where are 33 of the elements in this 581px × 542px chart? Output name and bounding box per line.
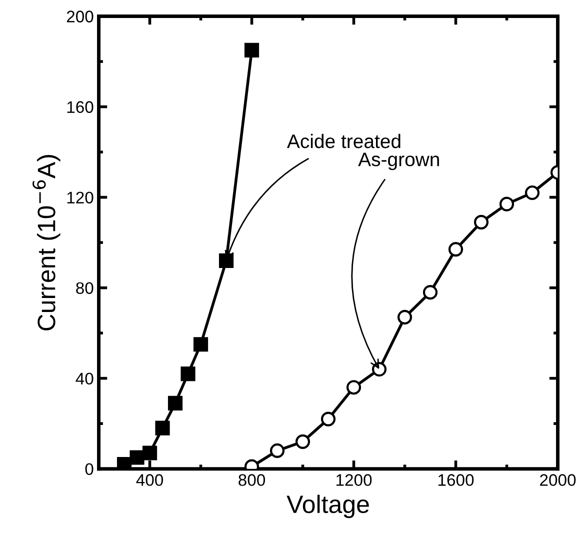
point (397, 310, 412, 325)
x-tick-label: 2000 (540, 474, 576, 486)
point (244, 42, 260, 58)
point (155, 420, 170, 436)
point (142, 446, 158, 460)
annotation: Acide treated (286, 134, 400, 148)
y-tick-label: 40 (76, 372, 94, 385)
x-tick-label: 1200 (336, 474, 372, 486)
point (295, 434, 310, 449)
y-tick-label: 120 (67, 192, 94, 204)
point (320, 412, 336, 426)
point (193, 337, 208, 352)
point (168, 396, 183, 410)
point (499, 196, 514, 212)
y-tick-label: 0 (85, 463, 94, 476)
point (448, 242, 464, 257)
y-axis-title: Current (10$^{−6}$A) (32, 155, 60, 330)
x-tick-label: 800 (238, 474, 266, 486)
y-tick-label: 160 (67, 101, 94, 113)
point (524, 185, 540, 200)
point (346, 380, 362, 395)
point (474, 214, 489, 230)
x-tick-label: 400 (136, 474, 164, 486)
point (130, 450, 144, 465)
y-tick-label: 80 (76, 282, 94, 294)
point (180, 366, 196, 382)
x-axis-title: Voltage (286, 494, 369, 518)
x-tick-label: 1600 (438, 474, 474, 486)
point (218, 253, 234, 268)
y-tick-label: 200 (66, 10, 94, 22)
annotation: As-grown (358, 152, 439, 170)
point (270, 443, 285, 458)
point (422, 285, 438, 300)
